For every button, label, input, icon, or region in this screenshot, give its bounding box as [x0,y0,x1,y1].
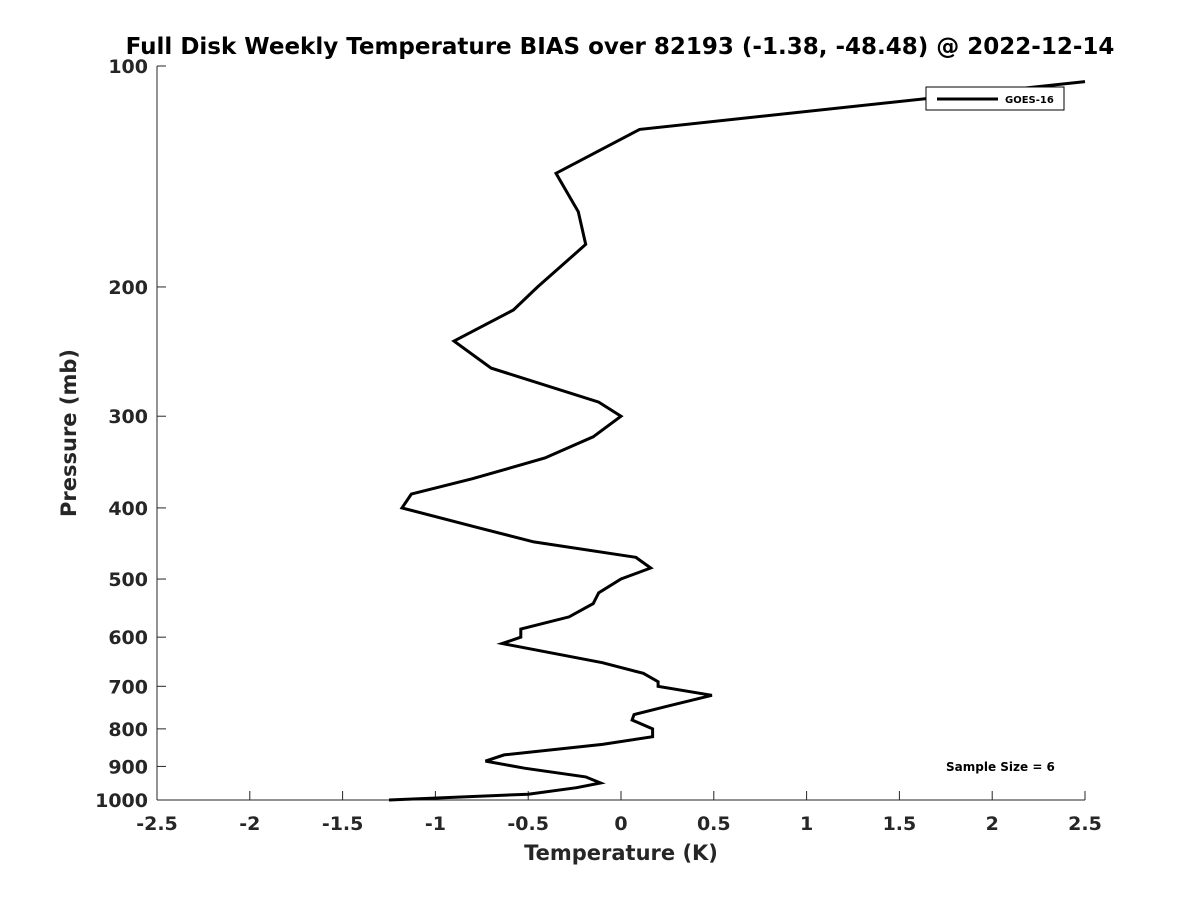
legend-label-goes-16: GOES-16 [1005,95,1054,106]
y-tick-label: 800 [108,719,148,741]
y-axis-label: Pressure (mb) [57,349,81,517]
y-tick-label: 600 [108,627,148,649]
x-tick-label: 0 [614,813,627,835]
x-tick-label: -1 [425,813,446,835]
x-tick-label: 1 [800,813,813,835]
x-tick-label: -2 [239,813,260,835]
y-tick-label: 200 [108,277,148,299]
y-axis-ticks: 100 200 300 400 500 600 700 800 900 1000 [95,56,166,812]
x-axis-label: Temperature (K) [524,841,718,865]
x-tick-label: -2.5 [136,813,178,835]
y-tick-label: 500 [108,569,148,591]
y-tick-label: 100 [108,56,148,78]
x-tick-label: 1.5 [883,813,917,835]
legend: GOES-16 [925,86,1065,111]
y-tick-label: 1000 [95,790,148,812]
y-tick-label: 300 [108,406,148,428]
x-tick-label: 2 [986,813,999,835]
y-tick-label: 400 [108,498,148,520]
series-line-goes-16 [388,80,1086,802]
x-axis-ticks: -2.5 -2 -1.5 -1 -0.5 0 0.5 1 1.5 2 2.5 [136,791,1102,835]
y-tick-label: 900 [108,756,148,778]
x-tick-label: -0.5 [507,813,549,835]
chart-title: Full Disk Weekly Temperature BIAS over 8… [126,34,1115,60]
y-tick-label: 700 [108,676,148,698]
x-tick-label: 0.5 [697,813,731,835]
sample-size-annotation: Sample Size = 6 [946,760,1055,774]
series-layer [388,80,1086,802]
x-tick-label: -1.5 [322,813,364,835]
x-tick-label: 2.5 [1068,813,1102,835]
